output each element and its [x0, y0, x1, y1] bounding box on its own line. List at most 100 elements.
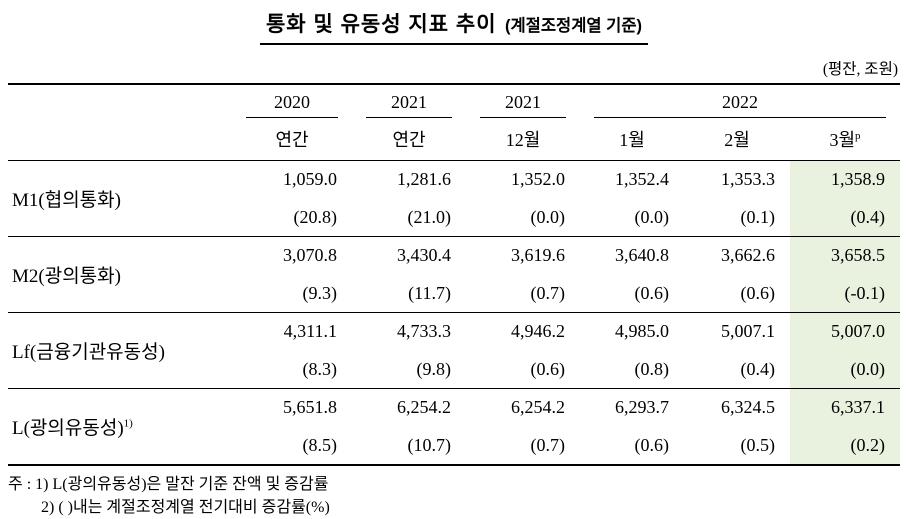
provisional-superscript: p: [855, 130, 861, 142]
row-label-lf: Lf(금융기관유동성): [8, 313, 232, 389]
year-header-2021: 2021: [352, 84, 466, 118]
title-sub: (계절조정계열 기준): [504, 17, 642, 35]
value-cell: 4,946.2: [511, 321, 565, 342]
year-label: 2020: [246, 85, 338, 118]
period-header-mar: 3월p: [790, 118, 900, 161]
value-cell: 3,430.4: [397, 245, 451, 266]
year-label: 2022: [594, 85, 887, 118]
rate-cell: (0.7): [530, 434, 566, 455]
period-header-jan: 1월: [619, 130, 645, 150]
rate-cell: (20.8): [293, 206, 338, 227]
value-cell: 5,651.8: [283, 397, 337, 418]
value-cell: 3,619.6: [511, 245, 565, 266]
indicator-table: 2020 2021 2021 2022 연간 연간 12월 1월 2월: [8, 83, 901, 466]
value-cell: 6,254.2: [397, 397, 451, 418]
corner-cell: [8, 118, 232, 161]
row-label-text: L(광의유동성): [12, 417, 124, 439]
value-cell-highlighted: 6,337.1: [790, 388, 901, 427]
value-cell-highlighted: 1,358.9: [790, 160, 901, 199]
value-cell: 1,281.6: [397, 169, 451, 190]
rate-cell: (21.0): [407, 206, 452, 227]
period-label: 3월: [829, 130, 856, 150]
row-label-text: M2(광의통화): [12, 266, 121, 287]
value-cell-highlighted: 3,658.5: [790, 236, 901, 275]
rate-cell: (0.6): [634, 282, 670, 303]
table-header: 2020 2021 2021 2022 연간 연간 12월 1월 2월: [8, 84, 901, 161]
value-row: M1(협의통화) 1,059.0 1,281.6 1,352.0 1,352.4…: [8, 160, 901, 211]
rate-row: (8.3) (9.8) (0.6) (0.8) (0.4) (0.0): [8, 350, 901, 389]
corner-cell: [8, 84, 232, 118]
rate-row: (8.5) (10.7) (0.7) (0.6) (0.5) (0.2): [8, 426, 901, 465]
value-row: L(광의유동성)1) 5,651.8 6,254.2 6,254.2 6,293…: [8, 388, 901, 439]
value-cell: 4,985.0: [615, 321, 669, 342]
value-row: M2(광의통화) 3,070.8 3,430.4 3,619.6 3,640.8…: [8, 236, 901, 287]
value-cell: 4,733.3: [397, 321, 451, 342]
value-cell: 6,293.7: [615, 397, 669, 418]
row-label-text: M1(협의통화): [12, 190, 121, 211]
value-cell-highlighted: 5,007.0: [790, 312, 901, 351]
row-label-l: L(광의유동성)1): [8, 389, 232, 465]
rate-cell: (0.0): [530, 206, 566, 227]
value-cell: 1,352.0: [511, 169, 565, 190]
footnotes: 주 : 1) L(광의유동성)은 말잔 기준 잔액 및 증감률 2) ( )내는…: [8, 473, 908, 519]
rate-cell: (0.6): [740, 282, 776, 303]
value-cell: 1,352.4: [615, 169, 669, 190]
unit-note: (평잔, 조원): [822, 61, 898, 78]
rate-cell: (0.1): [740, 206, 776, 227]
page-title: 통화 및 유동성 지표 추이 (계절조정계열 기준): [259, 8, 648, 45]
year-label: 2021: [480, 85, 566, 118]
value-cell: 5,007.1: [721, 321, 775, 342]
rate-cell: (0.6): [530, 358, 566, 379]
rate-cell-highlighted: (0.0): [790, 350, 901, 389]
value-cell: 3,070.8: [283, 245, 337, 266]
rate-cell: (9.8): [416, 358, 452, 379]
footnote-1: 주 : 1) L(광의유동성)은 말잔 기준 잔액 및 증감률: [8, 475, 329, 493]
value-cell: 3,662.6: [721, 245, 775, 266]
value-cell: 1,353.3: [721, 169, 775, 190]
title-block: 통화 및 유동성 지표 추이 (계절조정계열 기준): [0, 8, 908, 45]
rate-cell: (8.5): [302, 434, 338, 455]
value-cell: 6,324.5: [721, 397, 775, 418]
row-group-lf: Lf(금융기관유동성) 4,311.1 4,733.3 4,946.2 4,98…: [8, 312, 901, 389]
rate-cell-highlighted: (0.4): [790, 198, 901, 237]
row-group-l: L(광의유동성)1) 5,651.8 6,254.2 6,254.2 6,293…: [8, 388, 901, 465]
rate-cell: (0.8): [634, 358, 670, 379]
year-row: 2020 2021 2021 2022: [8, 84, 900, 118]
year-header-2022: 2022: [580, 84, 900, 118]
year-header-2021b: 2021: [466, 84, 580, 118]
row-group-m2: M2(광의통화) 3,070.8 3,430.4 3,619.6 3,640.8…: [8, 236, 901, 313]
row-group-m1: M1(협의통화) 1,059.0 1,281.6 1,352.0 1,352.4…: [8, 160, 901, 237]
rate-cell: (10.7): [407, 434, 452, 455]
year-label: 2021: [366, 85, 452, 118]
footnote-2: 2) ( )내는 계절조정계열 전기대비 증감률(%): [41, 498, 330, 516]
rate-cell: (9.3): [302, 282, 338, 303]
row-label-text: Lf(금융기관유동성): [12, 342, 165, 363]
rate-cell: (0.5): [740, 434, 776, 455]
row-label-m1: M1(협의통화): [8, 161, 232, 237]
period-header-annual-2020: 연간: [275, 130, 309, 150]
value-row: Lf(금융기관유동성) 4,311.1 4,733.3 4,946.2 4,98…: [8, 312, 901, 363]
rate-cell-highlighted: (0.2): [790, 426, 901, 465]
rate-cell: (8.3): [302, 358, 338, 379]
value-cell: 4,311.1: [283, 321, 337, 342]
rate-row: (20.8) (21.0) (0.0) (0.0) (0.1) (0.4): [8, 198, 901, 237]
rate-cell: (0.7): [530, 282, 566, 303]
period-header-feb: 2월: [724, 130, 750, 150]
rate-row: (9.3) (11.7) (0.7) (0.6) (0.6) (-0.1): [8, 274, 901, 313]
rate-cell-highlighted: (-0.1): [790, 274, 901, 313]
period-header-dec: 12월: [505, 130, 541, 150]
period-row: 연간 연간 12월 1월 2월 3월p: [8, 118, 900, 161]
rate-cell: (0.4): [740, 358, 776, 379]
year-header-2020: 2020: [232, 84, 352, 118]
row-label-superscript: 1): [123, 417, 133, 430]
rate-cell: (11.7): [408, 282, 451, 303]
rate-cell: (0.0): [634, 206, 670, 227]
period-header-annual-2021: 연간: [392, 130, 426, 150]
row-label-m2: M2(광의통화): [8, 237, 232, 313]
value-cell: 3,640.8: [615, 245, 669, 266]
title-main: 통화 및 유동성 지표 추이: [265, 13, 497, 36]
rate-cell: (0.6): [634, 434, 670, 455]
value-cell: 1,059.0: [283, 169, 337, 190]
value-cell: 6,254.2: [511, 397, 565, 418]
